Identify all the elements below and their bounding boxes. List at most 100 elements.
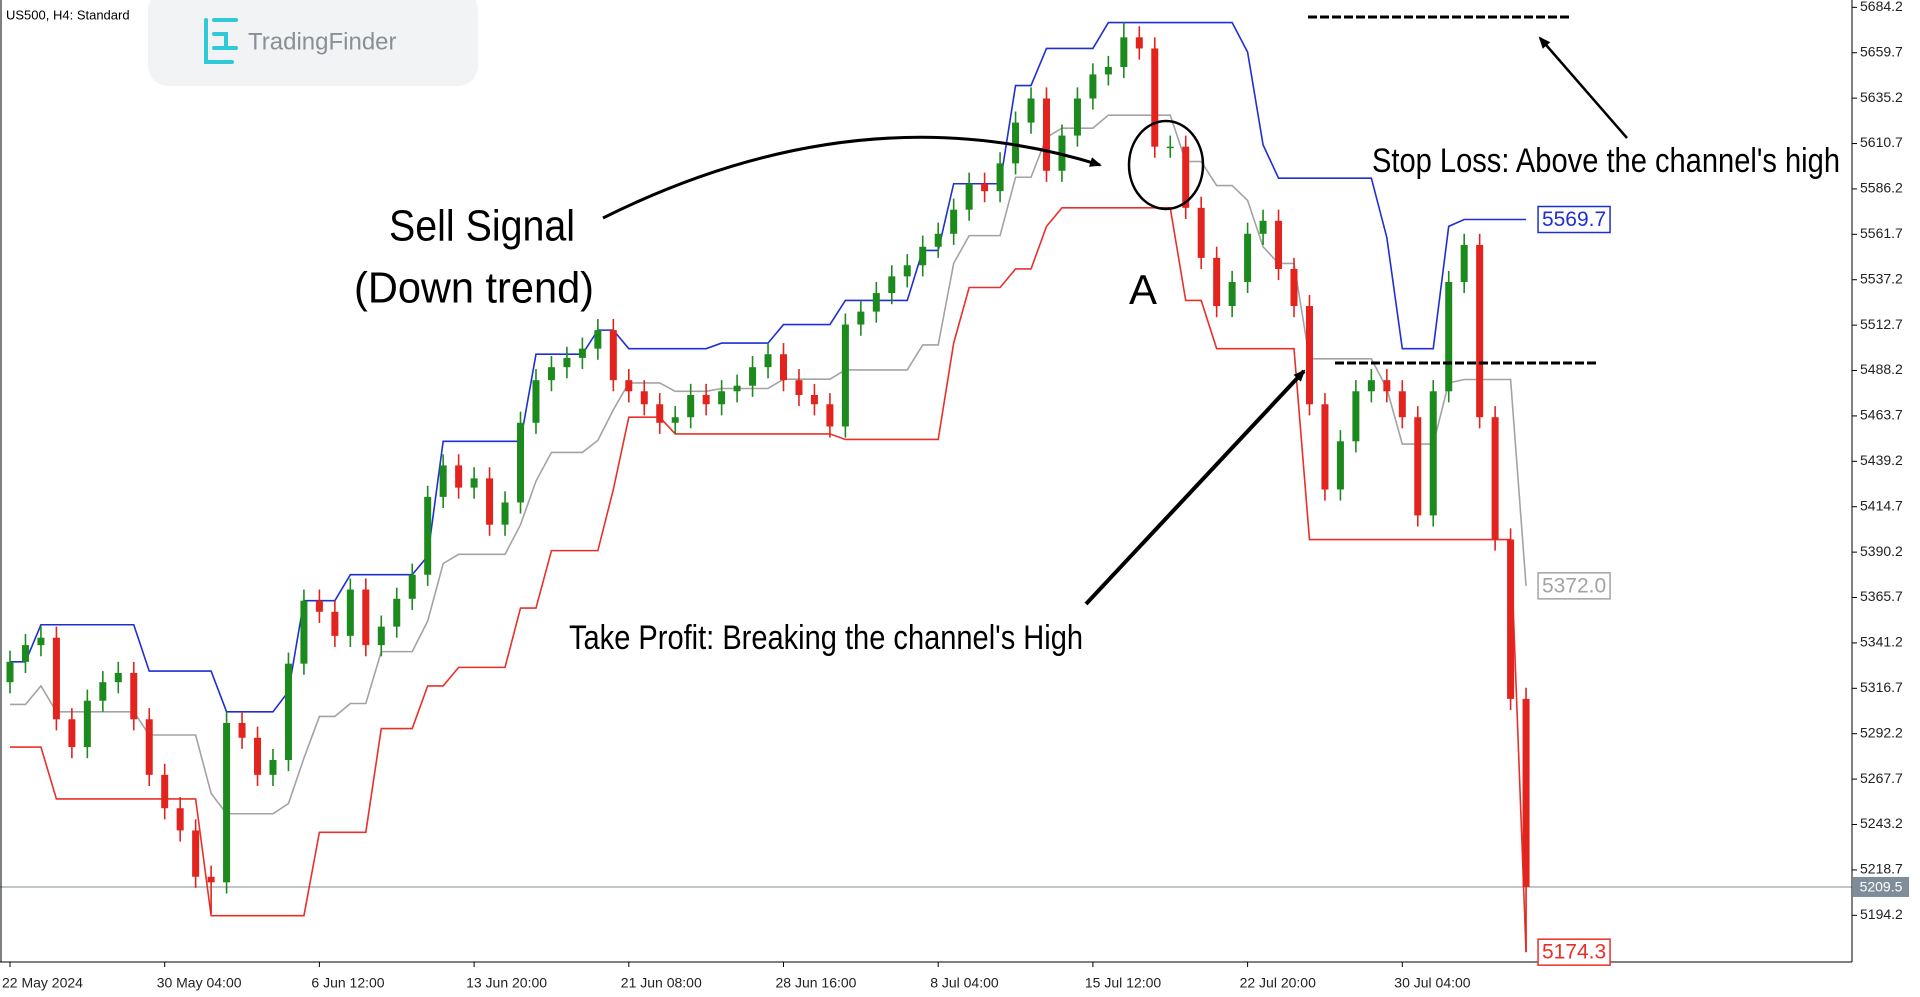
logo-stroke <box>212 18 238 50</box>
candle-body <box>1120 37 1128 68</box>
x-tick-label: 13 Jun 20:00 <box>466 975 547 991</box>
candle-body <box>1151 48 1159 147</box>
candle-body <box>981 183 989 192</box>
logo-icon <box>204 18 238 64</box>
candle-body <box>1104 67 1112 75</box>
candle-body <box>176 808 184 831</box>
x-tick-label: 21 Jun 08:00 <box>621 975 702 991</box>
candle-body <box>1089 74 1097 99</box>
candle-body <box>300 600 308 664</box>
plot <box>0 21 1852 953</box>
candle-body <box>749 367 757 386</box>
current-price-tag <box>1853 876 1909 897</box>
y-tick-label: 5561.7 <box>1860 225 1903 241</box>
candle-body <box>563 357 571 368</box>
x-tick-label: 15 Jul 12:00 <box>1085 975 1161 991</box>
candle-body <box>1491 417 1499 540</box>
candle-body <box>888 276 896 294</box>
candle-body <box>1321 404 1329 490</box>
candle-body <box>532 380 540 423</box>
candle-body <box>130 672 138 720</box>
x-tick-label: 22 May 2024 <box>2 975 83 991</box>
candle-body <box>424 496 432 575</box>
candle-body <box>1445 281 1453 392</box>
candle-body <box>470 478 478 488</box>
candle-body <box>362 589 370 646</box>
candle-body <box>1135 37 1143 49</box>
y-tick-label: 5439.2 <box>1860 452 1903 468</box>
candle-body <box>1507 539 1515 699</box>
candle-body <box>764 354 772 368</box>
candle-body <box>578 348 586 358</box>
candle-body <box>950 209 958 234</box>
candle-body <box>1182 146 1190 208</box>
price-tag <box>1537 205 1611 234</box>
candle-body <box>903 265 911 277</box>
y-tick-label: 5292.2 <box>1860 724 1903 740</box>
chart-title: US500, H4: Standard <box>6 7 130 22</box>
x-tick-label: 22 Jul 20:00 <box>1240 975 1316 991</box>
candle-body <box>965 183 973 210</box>
candle-body <box>996 163 1004 192</box>
candle-body <box>547 367 555 381</box>
candle-body <box>192 830 200 877</box>
y-tick-label: 5365.7 <box>1860 588 1903 604</box>
candle-body <box>702 394 710 405</box>
candle-body <box>1352 391 1360 442</box>
candle-body <box>733 385 741 392</box>
candle-body <box>486 478 494 525</box>
candle-body <box>114 672 122 683</box>
candle-body <box>1290 268 1298 307</box>
candle-body <box>52 637 60 720</box>
channel-line <box>10 114 1527 815</box>
candle-body <box>37 637 45 646</box>
y-tick-label: 5390.2 <box>1860 543 1903 559</box>
y-tick-label: 5488.2 <box>1860 361 1903 377</box>
candle-body <box>795 380 803 395</box>
candle-body <box>238 722 246 738</box>
candle-body <box>1398 391 1406 418</box>
candle-body <box>1275 220 1283 269</box>
candle-body <box>1027 98 1035 123</box>
logo-stroke <box>204 18 234 64</box>
x-tick-label: 30 May 04:00 <box>157 975 242 991</box>
candle-body <box>1166 146 1174 149</box>
candle-body <box>1213 257 1221 307</box>
x-tick-label: 30 Jul 04:00 <box>1394 975 1470 991</box>
candle-body <box>594 330 602 349</box>
x-tick-label: 28 Jun 16:00 <box>776 975 857 991</box>
candle-body <box>1414 417 1422 516</box>
candle-body <box>501 502 509 525</box>
candle-body <box>1367 380 1375 392</box>
candle-body <box>439 465 447 497</box>
candle-body <box>609 330 617 381</box>
highlight-circle <box>1127 119 1205 211</box>
candle-body <box>377 626 385 646</box>
y-tick-label: 5267.7 <box>1860 770 1903 786</box>
y-tick-label: 5194.2 <box>1860 906 1903 922</box>
y-tick-label: 5512.7 <box>1860 316 1903 332</box>
arrow <box>1538 36 1628 139</box>
candle-body <box>872 293 880 312</box>
candle-body <box>284 663 292 761</box>
candle-body <box>517 422 525 503</box>
y-tick-label: 5586.2 <box>1860 180 1903 196</box>
candle-body <box>331 611 339 636</box>
candle-body <box>1522 698 1530 887</box>
arrow <box>602 135 1102 220</box>
x-tick-label: 6 Jun 12:00 <box>311 975 384 991</box>
y-tick-label: 5341.2 <box>1860 634 1903 650</box>
candle-body <box>1197 207 1205 258</box>
arrow <box>1084 369 1306 606</box>
candle-body <box>1476 244 1484 418</box>
annotation: Stop Loss: Above the channel's high <box>1372 142 1840 180</box>
candle-body <box>919 246 927 266</box>
candle-body <box>269 760 277 775</box>
y-tick-label: 5659.7 <box>1860 43 1903 59</box>
candle-body <box>83 700 91 748</box>
candle-body <box>254 737 262 775</box>
price-tag-label: 5569.7 <box>1542 208 1606 231</box>
price-tag <box>1537 938 1611 966</box>
candle-body <box>161 774 169 809</box>
